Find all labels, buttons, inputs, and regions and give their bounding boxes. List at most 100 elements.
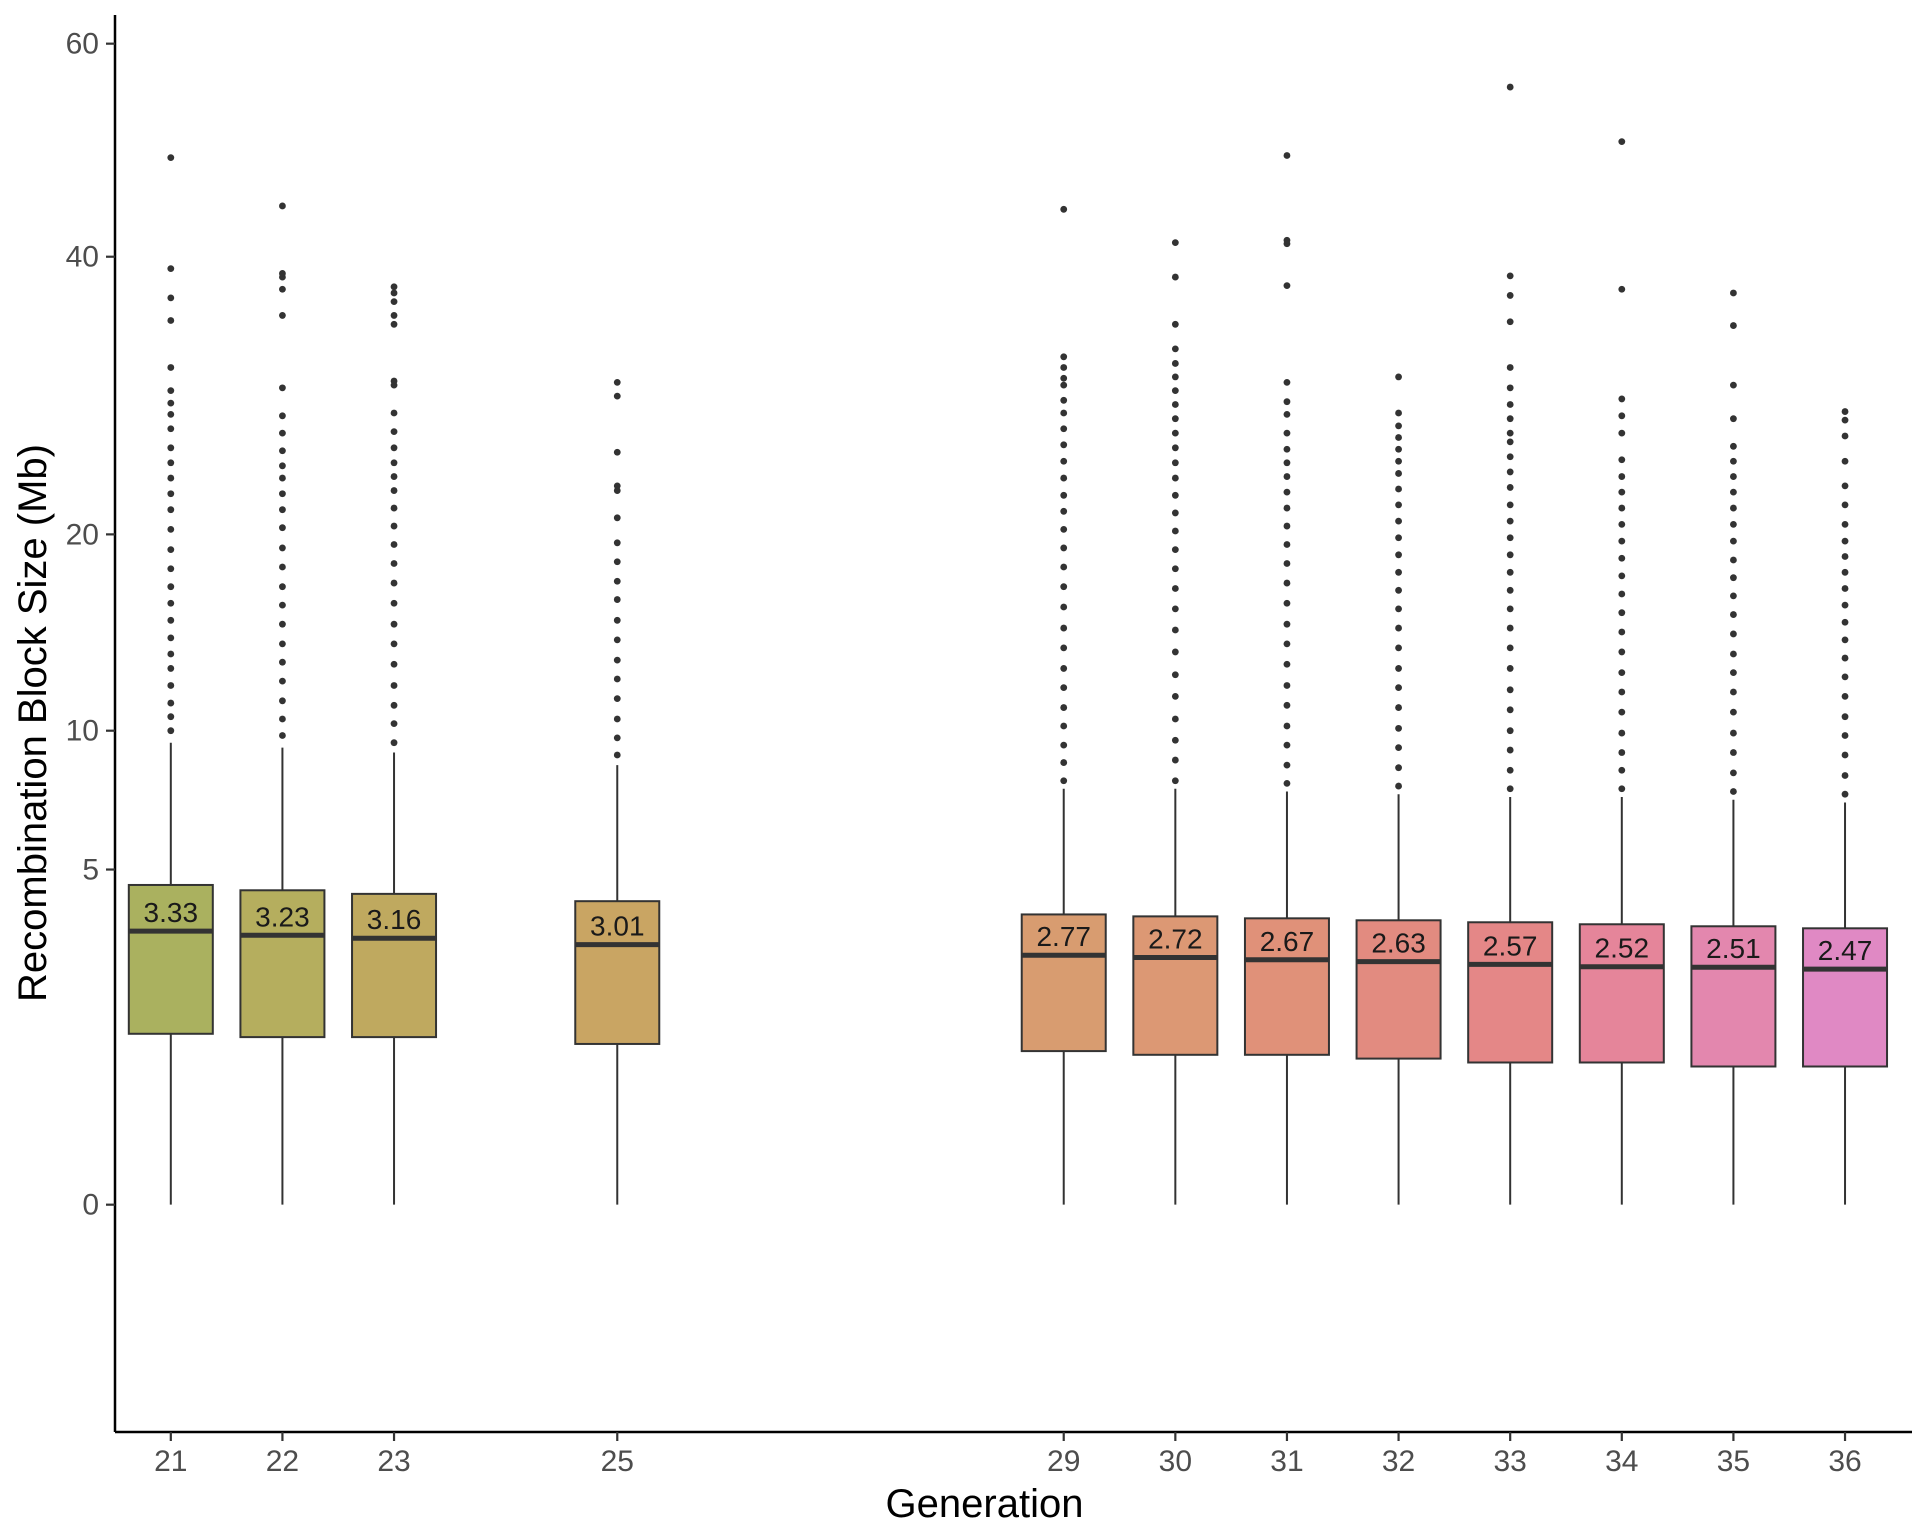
outlier-point <box>1395 485 1402 493</box>
median-value-label: 2.57 <box>1483 930 1538 961</box>
outlier-point <box>1283 282 1291 290</box>
outlier-point <box>1060 457 1068 465</box>
outlier-point <box>279 563 286 571</box>
outlier-point <box>1506 83 1514 91</box>
outlier-point <box>1730 749 1737 756</box>
outlier-point <box>613 715 621 723</box>
outlier-point <box>1730 729 1737 737</box>
outlier-point <box>613 734 621 742</box>
outlier-point <box>390 444 398 452</box>
outlier-point <box>1060 603 1068 611</box>
outlier-point <box>1506 766 1514 774</box>
outlier-point <box>1841 654 1849 662</box>
outlier-point <box>1171 648 1179 656</box>
outlier-point <box>167 294 175 302</box>
outlier-point <box>1060 474 1068 482</box>
outlier-point <box>1060 425 1068 433</box>
box-generation-36: 2.47 <box>1802 408 1889 1205</box>
outlier-point <box>1060 583 1068 591</box>
outlier-point <box>1060 381 1068 389</box>
outlier-point <box>167 525 175 533</box>
outlier-point <box>167 317 175 324</box>
x-tick-label: 30 <box>1159 1445 1192 1478</box>
labels-layer: 0 5 10 20 40 60 21 22 23 25 29 30 31 32 33 34 35 36 <box>66 28 1862 1478</box>
y-tick-label: 0 <box>82 1189 99 1222</box>
outlier-point <box>1841 692 1849 700</box>
box-generation-32: 2.63 <box>1355 373 1442 1205</box>
outlier-point <box>1618 749 1626 756</box>
outlier-point <box>613 695 621 703</box>
outlier-point <box>1283 620 1291 628</box>
outlier-point <box>1060 624 1068 632</box>
outlier-point <box>1618 669 1626 677</box>
median-value-label: 3.16 <box>367 904 422 935</box>
box-iqr <box>1355 919 1442 1060</box>
outlier-point <box>1395 470 1402 477</box>
outlier-point <box>279 697 286 705</box>
outlier-point <box>1506 624 1514 632</box>
outlier-point <box>613 751 621 759</box>
outlier-point <box>1171 459 1179 467</box>
outlier-point <box>1060 396 1068 404</box>
x-axis-title: Generation <box>886 1482 1084 1526</box>
outlier-point <box>1506 384 1514 392</box>
outlier-point <box>1730 520 1737 528</box>
outlier-point <box>1506 438 1514 446</box>
outlier-point <box>1171 273 1179 281</box>
outlier-point <box>167 364 175 371</box>
outlier-point <box>1171 387 1179 394</box>
outlier-point <box>1841 520 1849 528</box>
x-tick-label: 31 <box>1270 1445 1303 1478</box>
outlier-point <box>1283 429 1291 437</box>
outlier-point <box>1841 553 1849 560</box>
outlier-point <box>279 412 286 420</box>
outlier-point <box>1060 704 1068 711</box>
outlier-point <box>1730 488 1737 496</box>
outlier-point <box>1841 772 1849 779</box>
outlier-point <box>167 546 175 554</box>
outlier-point <box>1171 360 1179 367</box>
outlier-point <box>279 506 286 514</box>
outlier-point <box>1060 544 1068 552</box>
outlier-point <box>1395 644 1402 652</box>
median-value-label: 3.01 <box>590 911 645 942</box>
outlier-point <box>1506 415 1514 423</box>
outlier-point <box>1283 152 1291 159</box>
box-generation-34: 2.52 <box>1578 138 1665 1205</box>
outlier-point <box>1506 605 1514 613</box>
outlier-point <box>1283 541 1291 548</box>
outlier-point <box>279 462 286 470</box>
outlier-point <box>1395 551 1402 559</box>
box-iqr <box>1690 925 1777 1068</box>
outlier-point <box>1506 568 1514 576</box>
y-tick-label: 60 <box>66 28 99 61</box>
outlier-point <box>1506 517 1514 525</box>
outlier-point <box>1171 605 1179 613</box>
outlier-point <box>1841 482 1849 490</box>
outlier-point <box>1506 665 1514 672</box>
outlier-point <box>1060 684 1068 692</box>
outlier-point <box>1171 585 1179 592</box>
outlier-point <box>1171 527 1179 535</box>
median-value-label: 2.72 <box>1148 923 1203 954</box>
outlier-point <box>167 727 175 735</box>
outlier-point <box>167 599 175 607</box>
outlier-point <box>390 660 398 668</box>
median-value-label: 3.33 <box>144 897 199 928</box>
outlier-point <box>1283 488 1291 496</box>
outlier-point <box>613 596 621 603</box>
box-generation-33: 2.57 <box>1467 83 1554 1205</box>
outlier-point <box>1841 568 1849 576</box>
outlier-point <box>167 665 175 672</box>
outlier-point <box>1841 432 1849 440</box>
outlier-point <box>1283 579 1291 587</box>
box-iqr <box>1578 923 1665 1064</box>
axes <box>106 15 1912 1441</box>
outlier-point <box>1730 504 1737 512</box>
outlier-point <box>1171 345 1179 353</box>
outlier-point <box>1618 138 1626 146</box>
outlier-point <box>1395 409 1402 417</box>
box-generation-25: 3.01 <box>574 378 661 1205</box>
outlier-point <box>1730 688 1737 696</box>
